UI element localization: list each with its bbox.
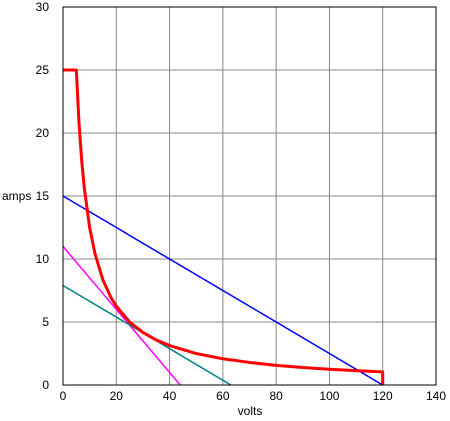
series-layer: [62, 68, 385, 386]
x-axis-label: volts: [238, 404, 263, 418]
y-tick-label-4: 20: [36, 126, 50, 140]
x-tick-labels: 0 20 40 60 80 100 120 140: [60, 389, 447, 403]
y-tick-labels: 0 5 10 15 20 25 30: [36, 0, 50, 392]
y-tick-label-1: 5: [42, 315, 49, 329]
x-tick-label-6: 120: [373, 389, 393, 403]
series-line-0: [63, 68, 385, 385]
y-tick-label-0: 0: [42, 378, 49, 392]
x-tick-label-4: 80: [269, 389, 283, 403]
x-tick-label-5: 100: [319, 389, 339, 403]
y-tick-label-5: 25: [36, 63, 50, 77]
y-axis-label: amps: [2, 189, 31, 203]
x-tick-label-3: 60: [216, 389, 230, 403]
y-tick-label-6: 30: [36, 0, 50, 14]
plot-border: [62, 6, 437, 386]
x-tick-label-1: 20: [110, 389, 124, 403]
y-tick-label-2: 10: [36, 252, 50, 266]
series-line-1: [62, 195, 384, 386]
y-tick-label-3: 15: [36, 189, 50, 203]
x-tick-label-2: 40: [163, 389, 177, 403]
x-tick-label-0: 0: [60, 389, 67, 403]
series-line-2: [62, 245, 181, 386]
x-tick-label-7: 140: [426, 389, 446, 403]
